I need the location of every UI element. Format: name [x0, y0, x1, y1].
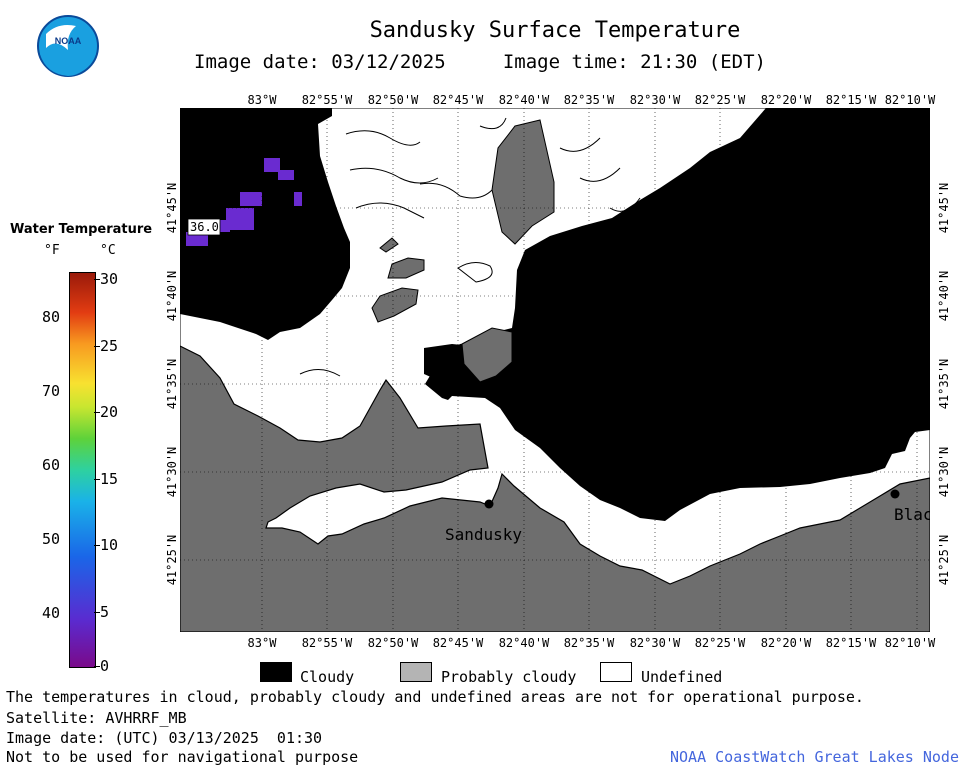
temperature-contours: [299, 117, 641, 377]
sandusky-label: Sandusky: [445, 525, 522, 544]
c-tick-label: 25: [100, 337, 119, 355]
f-tick-label: 80: [41, 308, 60, 326]
satellite-text: Satellite: AVHRRF_MB: [6, 709, 187, 727]
nav-warning-text: Not to be used for navigational purpose: [6, 748, 359, 766]
map-title: Sandusky Surface Temperature: [369, 18, 741, 43]
lon-label-bottom: 82°15'W: [825, 636, 877, 650]
lon-label-bottom: 82°20'W: [760, 636, 812, 650]
land-south-shore: [180, 345, 930, 632]
undefined-swatch: [600, 662, 632, 682]
lon-label-top: 82°30'W: [629, 93, 681, 107]
lon-label-bottom: 82°10'W: [884, 636, 936, 650]
lon-label-bottom: 83°W: [247, 636, 277, 650]
utc-date-text: Image date: (UTC) 03/13/2025 01:30: [6, 729, 323, 747]
c-tick-label: 0: [100, 657, 110, 675]
c-tick-label: 30: [100, 270, 119, 288]
probably-cloudy-west-1: [371, 287, 419, 323]
probably-cloudy-west-3: [379, 237, 399, 253]
probably-cloudy-north: [491, 119, 555, 245]
blac-label: Blac: [894, 505, 930, 524]
lon-label-top: 82°10'W: [884, 93, 936, 107]
lat-label-right: 41°40'N: [937, 270, 951, 322]
lon-label-top: 82°40'W: [498, 93, 550, 107]
f-tick-label: 50: [41, 530, 60, 548]
probably-cloudy-key-label: Probably cloudy: [441, 668, 577, 686]
lon-label-bottom: 82°40'W: [498, 636, 550, 650]
c-tick-mark: [94, 479, 100, 480]
cloudy-key-label: Cloudy: [300, 668, 355, 686]
lat-label-left: 41°40'N: [165, 270, 179, 322]
cloud-mass-east: [425, 108, 930, 521]
probably-cloudy-center: [461, 327, 513, 383]
lon-label-top: 82°20'W: [760, 93, 812, 107]
noaa-logo: NOAA: [37, 15, 99, 77]
lon-label-top: 82°50'W: [367, 93, 419, 107]
c-tick-mark: [94, 545, 100, 546]
cloud-patch-middle: [424, 344, 510, 398]
c-tick-label: 15: [100, 470, 119, 488]
lon-label-top: 82°35'W: [563, 93, 615, 107]
temperature-value-label: 36.0: [190, 220, 219, 234]
lat-label-left: 41°30'N: [165, 446, 179, 498]
lat-label-right: 41°30'N: [937, 446, 951, 498]
c-tick-label: 10: [100, 536, 119, 554]
probably-cloudy-west-2: [387, 257, 425, 279]
credit-text: NOAA CoastWatch Great Lakes Node: [670, 748, 959, 766]
lat-label-left: 41°45'N: [165, 182, 179, 234]
c-tick-label: 5: [100, 603, 110, 621]
lon-label-top: 82°55'W: [301, 93, 353, 107]
lon-label-bottom: 82°55'W: [301, 636, 353, 650]
cloudy-swatch: [260, 662, 292, 682]
f-tick-label: 60: [41, 456, 60, 474]
lat-label-right: 41°45'N: [937, 182, 951, 234]
probably-cloudy-swatch: [400, 662, 432, 682]
lon-label-bottom: 82°45'W: [432, 636, 484, 650]
lat-label-right: 41°25'N: [937, 534, 951, 586]
lon-label-bottom: 82°50'W: [367, 636, 419, 650]
legend-title: Water Temperature: [10, 222, 153, 237]
f-tick-label: 40: [41, 604, 60, 622]
lat-label-right: 41°35'N: [937, 358, 951, 410]
lon-label-top: 83°W: [247, 93, 277, 107]
lon-label-top: 82°25'W: [694, 93, 746, 107]
colorbar: [69, 272, 96, 668]
c-tick-mark: [94, 666, 100, 667]
map-subtitle: Image date: 03/12/2025 Image time: 21:30…: [194, 51, 766, 73]
lat-label-left: 41°35'N: [165, 358, 179, 410]
lon-label-top: 82°45'W: [432, 93, 484, 107]
c-tick-mark: [94, 279, 100, 280]
c-tick-mark: [94, 412, 100, 413]
logo-text: NOAA: [55, 36, 82, 46]
lat-label-left: 41°25'N: [165, 534, 179, 586]
c-tick-label: 20: [100, 403, 119, 421]
sandusky-marker: [484, 499, 494, 509]
temperature-map: Sandusky Blac 36.0: [180, 108, 930, 632]
c-tick-mark: [94, 346, 100, 347]
c-tick-mark: [94, 612, 100, 613]
graticule: [180, 108, 930, 632]
undefined-key-label: Undefined: [641, 668, 723, 686]
lon-label-bottom: 82°35'W: [563, 636, 615, 650]
lon-label-top: 82°15'W: [825, 93, 877, 107]
f-tick-label: 70: [41, 382, 60, 400]
unit-fahrenheit: °F: [44, 243, 60, 258]
cloud-mass-west: [180, 108, 350, 340]
disclaimer-text: The temperatures in cloud, probably clou…: [6, 688, 864, 706]
unit-celsius: °C: [100, 243, 116, 258]
lon-label-bottom: 82°30'W: [629, 636, 681, 650]
lon-label-bottom: 82°25'W: [694, 636, 746, 650]
water-temperature-pixels: [186, 158, 302, 246]
blac-marker: [890, 489, 900, 499]
